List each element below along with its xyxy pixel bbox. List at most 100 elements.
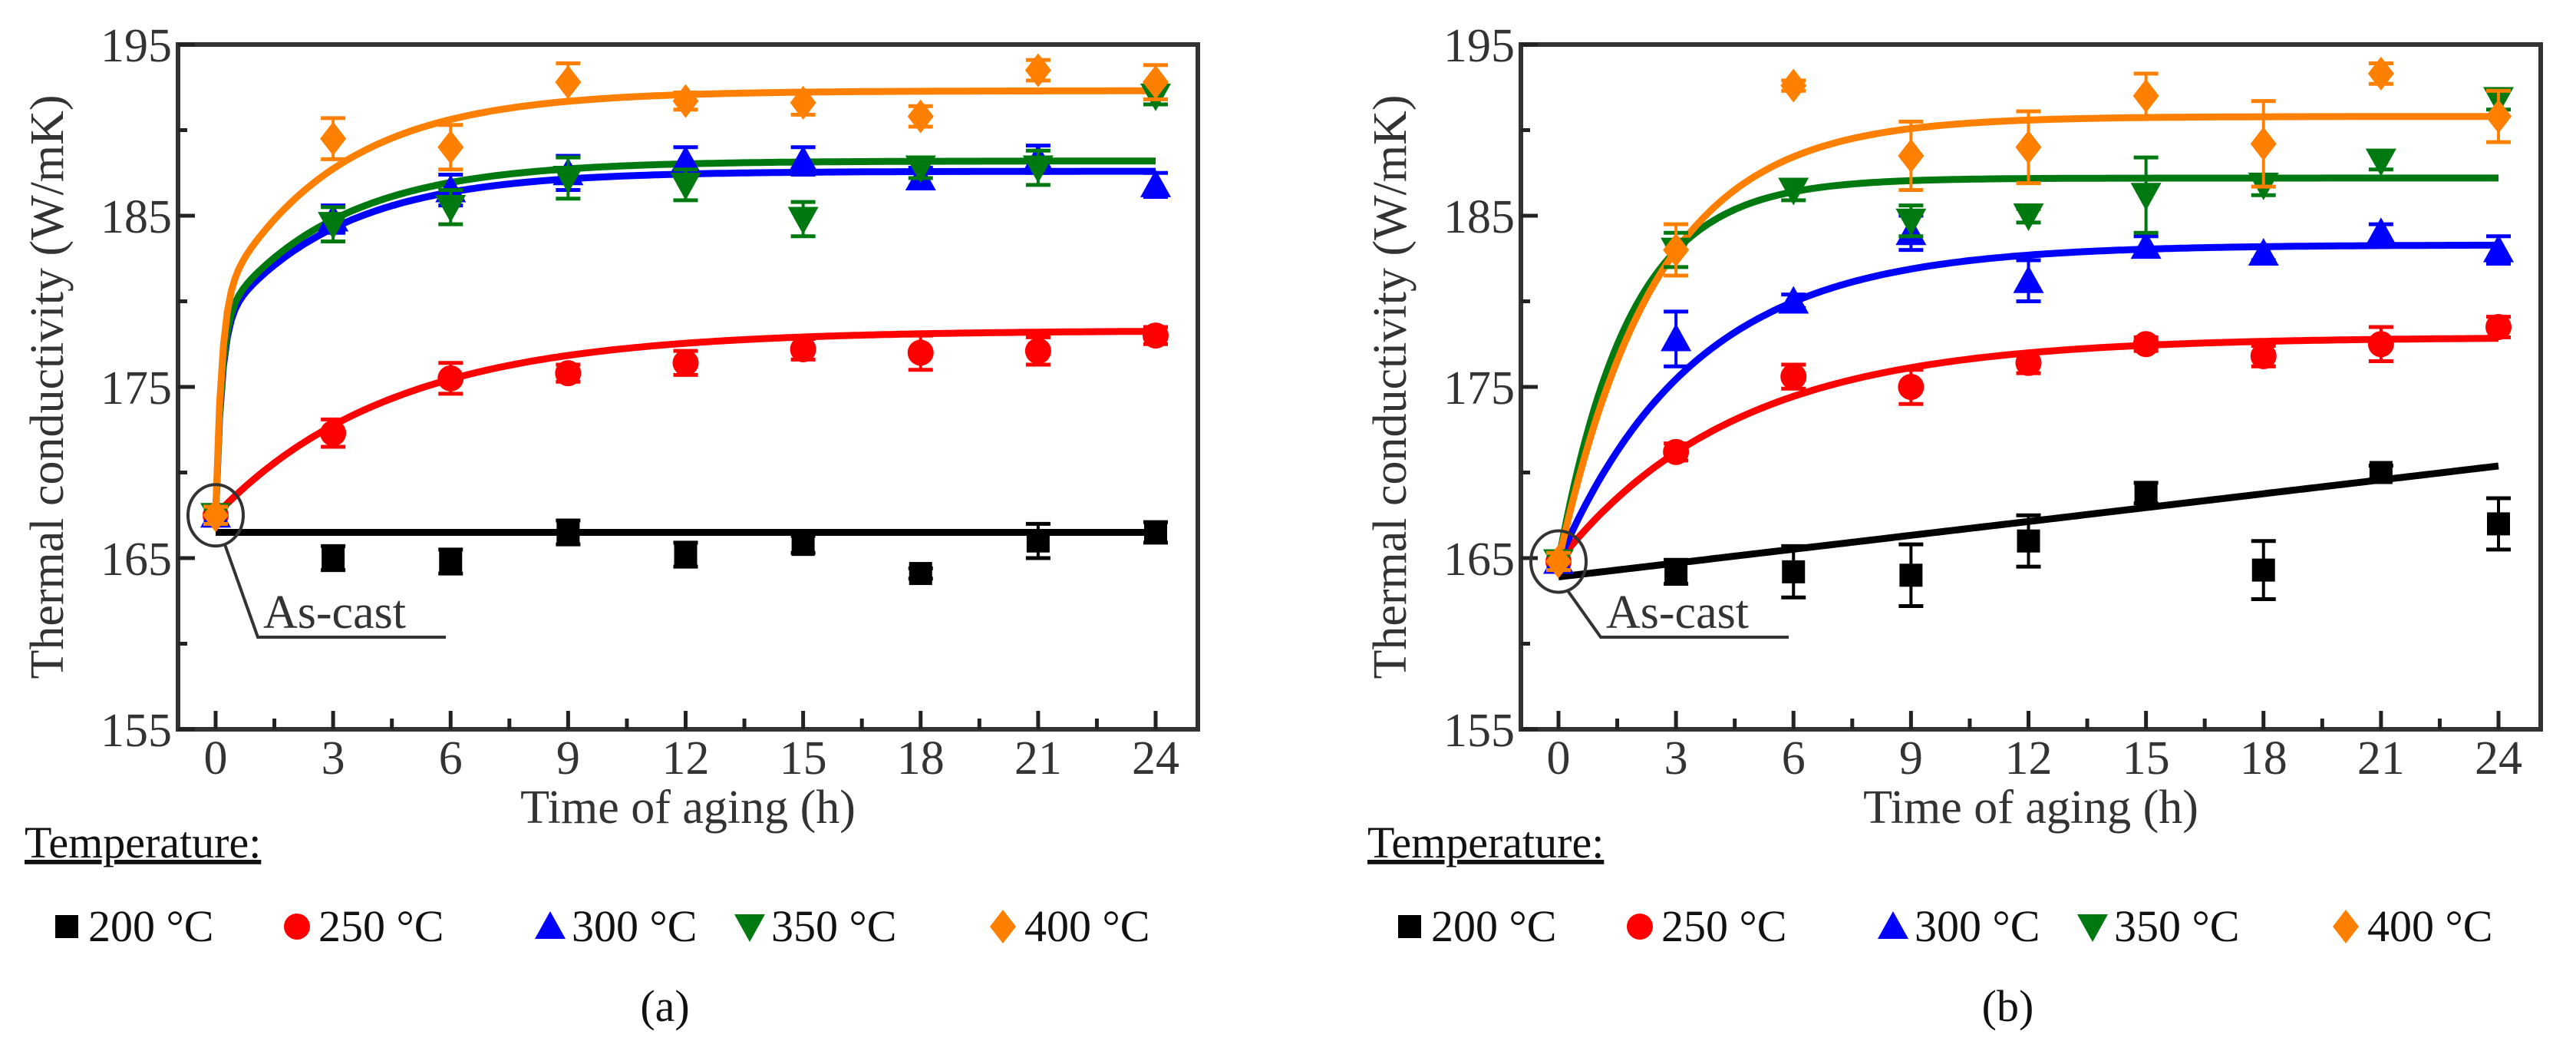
data-point-400-t9 <box>555 65 582 100</box>
data-point-350-t3 <box>318 212 349 240</box>
data-point-300-t21 <box>2365 217 2396 246</box>
x-tick-label: 15 <box>780 732 827 785</box>
y-tick-label: 195 <box>1443 20 1515 72</box>
y-axis-label: Thermal conductivity (W/mK) <box>21 95 74 679</box>
x-tick-label: 3 <box>322 732 345 785</box>
data-point-200-t21 <box>2369 461 2393 484</box>
legend-title: Temperature: <box>25 818 261 867</box>
panel-caption: (b) <box>1982 981 2034 1031</box>
legend-marker-circle <box>284 914 310 940</box>
data-point-250-t24 <box>2485 313 2512 340</box>
fit-line-300 <box>1555 241 2499 563</box>
data-point-200-t15 <box>791 533 815 557</box>
data-point-200-t15 <box>2134 481 2158 505</box>
x-tick-label: 21 <box>2357 732 2405 785</box>
panel-caption: (a) <box>640 981 689 1031</box>
x-tick-label: 18 <box>2240 732 2287 785</box>
data-point-350-t6 <box>1778 177 1809 206</box>
legend-label: 250 °C <box>318 901 444 951</box>
legend-marker-triangle-up <box>1878 911 1908 939</box>
as-cast-circle <box>186 483 245 548</box>
data-point-400-t3 <box>320 121 347 156</box>
data-point-250-t21 <box>2367 331 2394 358</box>
x-tick-label: 3 <box>1664 732 1688 785</box>
data-point-300-t15 <box>787 145 819 173</box>
legend-item-300: 300 °C <box>535 901 697 951</box>
legend-label: 350 °C <box>2114 901 2239 951</box>
data-point-400-t15 <box>790 85 816 120</box>
legend-label: 200 °C <box>1431 901 1556 951</box>
data-point-200-t9 <box>556 520 580 544</box>
data-point-250-t24 <box>1143 322 1169 349</box>
data-point-200-t12 <box>2017 529 2040 553</box>
data-point-400-t3 <box>1663 233 1690 267</box>
legend-item-300: 300 °C <box>1878 901 2040 951</box>
data-point-200-t18 <box>2251 558 2275 582</box>
y-tick-label: 165 <box>101 534 172 586</box>
data-point-300-t18 <box>2248 238 2279 266</box>
data-point-250-t21 <box>1024 338 1051 365</box>
legend-item-350: 350 °C <box>734 901 896 951</box>
x-tick-label: 6 <box>1782 732 1806 785</box>
y-axis-label: Thermal conductivity (W/mK) <box>1364 95 1417 679</box>
legend-marker-square <box>55 915 78 938</box>
legend-item-350: 350 °C <box>2077 901 2239 951</box>
data-point-250-t12 <box>672 349 699 376</box>
x-tick-label: 9 <box>556 732 580 785</box>
data-point-350-t18 <box>905 155 936 183</box>
x-tick-label: 0 <box>1547 732 1571 785</box>
data-point-400-t24 <box>2485 99 2512 134</box>
data-point-200-t21 <box>1026 529 1050 553</box>
data-point-300-t15 <box>2130 231 2162 259</box>
data-point-200-t6 <box>1782 560 1806 583</box>
data-point-300-t12 <box>2013 265 2044 293</box>
y-tick-label: 175 <box>101 362 172 415</box>
x-tick-label: 6 <box>439 732 463 785</box>
legend-marker-triangle-down <box>734 914 765 942</box>
data-point-250-t6 <box>1780 363 1807 390</box>
legend-label: 400 °C <box>2367 901 2492 951</box>
x-tick-label: 12 <box>662 732 710 785</box>
legend-marker-diamond <box>2333 910 2359 943</box>
x-tick-label: 24 <box>1132 732 1179 785</box>
data-point-400-t24 <box>1143 65 1169 100</box>
data-point-300-t12 <box>670 145 701 173</box>
data-point-250-t6 <box>437 365 464 392</box>
as-cast-leader-line <box>1566 590 1789 639</box>
x-tick-label: 24 <box>2475 732 2522 785</box>
data-point-300-t24 <box>2483 234 2514 263</box>
x-tick-label: 21 <box>1014 732 1062 785</box>
legend-item-200: 200 °C <box>1398 901 1556 951</box>
data-point-200-t18 <box>909 562 932 586</box>
legend-label: 350 °C <box>771 901 896 951</box>
data-point-400-t6 <box>1780 68 1807 103</box>
legend-label: 300 °C <box>1915 901 2040 951</box>
as-cast-label: As-cast <box>263 587 406 639</box>
fit-line-350 <box>212 157 1156 516</box>
data-point-400-t12 <box>2015 130 2042 164</box>
legend-item-400: 400 °C <box>2333 901 2492 951</box>
as-cast-label: As-cast <box>1606 587 1749 639</box>
data-point-250-t12 <box>2015 349 2042 376</box>
data-point-400-t12 <box>672 84 699 118</box>
data-point-400-t6 <box>437 130 464 164</box>
data-point-350-t12 <box>670 172 701 200</box>
chart-panel-b: 155 165 175 185 195 0 3 6 9 12 15 18 21 24 Time of agi… <box>1364 20 2543 1031</box>
data-point-400-t18 <box>2250 127 2277 161</box>
data-point-250-t15 <box>790 335 816 362</box>
data-point-300-t24 <box>1140 169 1171 197</box>
y-tick-label: 155 <box>1443 705 1515 757</box>
legend-item-400: 400 °C <box>990 901 1149 951</box>
x-tick-label: 0 <box>204 732 228 785</box>
legend-label: 200 °C <box>88 901 213 951</box>
data-point-400-t15 <box>2132 78 2159 113</box>
x-axis-label: Time of aging (h) <box>1863 781 2198 834</box>
legend-item-250: 250 °C <box>284 901 444 951</box>
data-point-250-t3 <box>1663 438 1690 465</box>
data-point-350-t9 <box>1895 208 1927 236</box>
legend-item-200: 200 °C <box>55 901 213 951</box>
legend-marker-square <box>1398 915 1421 938</box>
data-point-350-t15 <box>2130 183 2162 211</box>
fit-line-250 <box>213 328 1156 518</box>
